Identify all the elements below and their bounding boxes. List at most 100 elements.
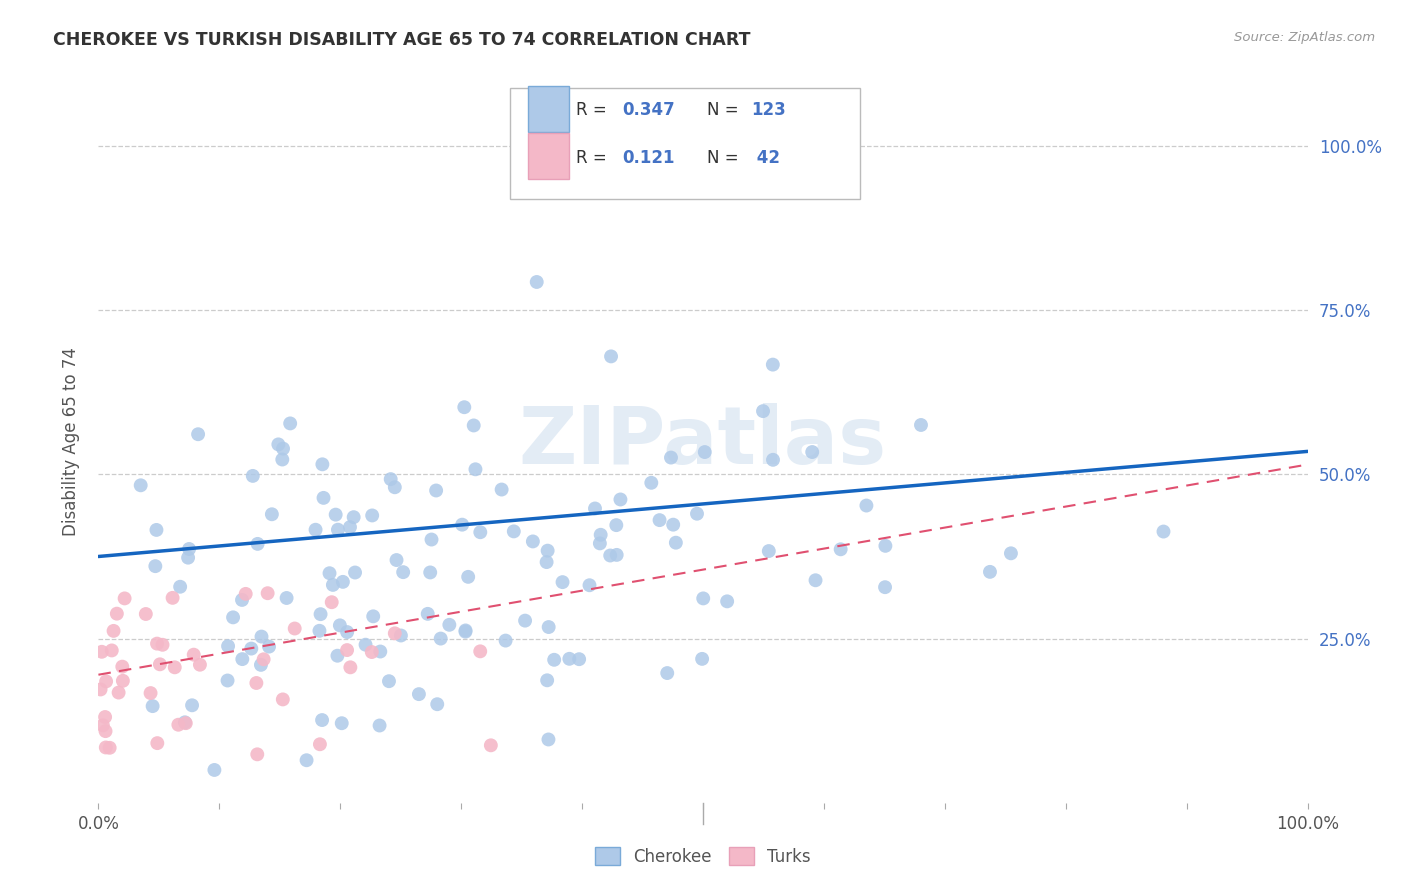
Point bbox=[231, 593, 253, 607]
Point bbox=[278, 417, 301, 431]
Point bbox=[368, 718, 391, 732]
Point bbox=[260, 508, 283, 522]
Point bbox=[354, 638, 377, 652]
Text: R =: R = bbox=[576, 149, 617, 167]
Point bbox=[378, 674, 401, 689]
Point bbox=[875, 539, 897, 553]
Point bbox=[589, 528, 612, 542]
Point bbox=[129, 478, 152, 492]
Point bbox=[242, 469, 264, 483]
Point bbox=[640, 475, 662, 490]
Point bbox=[336, 625, 359, 640]
Point bbox=[692, 591, 714, 606]
Point bbox=[392, 565, 415, 579]
Point bbox=[321, 595, 343, 609]
Point bbox=[479, 739, 502, 753]
Point bbox=[152, 638, 174, 652]
Point bbox=[103, 624, 125, 638]
Point bbox=[325, 508, 347, 522]
Text: N =: N = bbox=[707, 101, 744, 119]
Point bbox=[453, 401, 475, 415]
Point bbox=[332, 574, 354, 589]
Point bbox=[662, 517, 685, 532]
Text: 0.347: 0.347 bbox=[621, 101, 675, 119]
Point bbox=[665, 535, 688, 549]
Point bbox=[659, 450, 682, 465]
Point bbox=[439, 617, 461, 632]
Point bbox=[98, 740, 121, 755]
Point bbox=[454, 624, 477, 639]
Point bbox=[502, 524, 524, 539]
Point bbox=[135, 607, 157, 621]
Point bbox=[107, 685, 129, 699]
Point bbox=[336, 643, 359, 657]
Point bbox=[91, 718, 114, 732]
Point bbox=[855, 499, 877, 513]
Point bbox=[384, 480, 406, 494]
Point bbox=[470, 525, 492, 540]
Point bbox=[361, 508, 384, 523]
Point bbox=[177, 541, 200, 556]
Point bbox=[536, 543, 558, 558]
Point bbox=[163, 660, 186, 674]
FancyBboxPatch shape bbox=[527, 86, 569, 132]
Point bbox=[648, 513, 671, 527]
Point bbox=[162, 591, 184, 605]
Point bbox=[250, 630, 273, 644]
Point bbox=[537, 732, 560, 747]
Point bbox=[470, 644, 492, 658]
Point bbox=[322, 578, 344, 592]
Point bbox=[100, 643, 122, 657]
Point bbox=[686, 507, 709, 521]
Point bbox=[304, 523, 326, 537]
Point bbox=[217, 673, 239, 688]
Point bbox=[830, 542, 852, 557]
Point bbox=[368, 644, 391, 658]
Point bbox=[250, 657, 273, 672]
Point bbox=[380, 472, 402, 486]
Point bbox=[551, 575, 574, 590]
Point bbox=[343, 510, 366, 524]
Point bbox=[94, 674, 117, 689]
Point bbox=[169, 580, 191, 594]
Point bbox=[318, 566, 340, 581]
Point bbox=[245, 676, 267, 690]
Point bbox=[308, 624, 330, 638]
Point bbox=[979, 565, 1001, 579]
Point bbox=[762, 452, 785, 467]
Point bbox=[240, 641, 263, 656]
Text: N =: N = bbox=[707, 149, 744, 167]
FancyBboxPatch shape bbox=[509, 87, 860, 200]
Point bbox=[326, 523, 349, 537]
Point bbox=[329, 618, 352, 632]
Point bbox=[90, 645, 112, 659]
Point bbox=[752, 404, 775, 418]
Point bbox=[311, 713, 333, 727]
Point bbox=[231, 652, 253, 666]
Point bbox=[716, 594, 738, 608]
Y-axis label: Disability Age 65 to 74: Disability Age 65 to 74 bbox=[62, 347, 80, 536]
Point bbox=[1000, 546, 1022, 560]
Point bbox=[181, 698, 204, 713]
Point bbox=[600, 350, 623, 364]
Point bbox=[271, 452, 294, 467]
FancyBboxPatch shape bbox=[527, 133, 569, 179]
Point bbox=[558, 652, 581, 666]
Point bbox=[146, 736, 169, 750]
Point bbox=[416, 607, 439, 621]
Text: 123: 123 bbox=[751, 101, 786, 119]
Point bbox=[463, 418, 485, 433]
Point bbox=[339, 660, 361, 674]
Point bbox=[454, 624, 477, 638]
Point bbox=[495, 633, 517, 648]
Point bbox=[522, 534, 544, 549]
Point bbox=[142, 699, 165, 714]
Text: 0.121: 0.121 bbox=[621, 149, 675, 167]
Point bbox=[910, 417, 932, 432]
Point bbox=[457, 570, 479, 584]
Point bbox=[143, 559, 166, 574]
Point bbox=[543, 653, 565, 667]
Point bbox=[295, 753, 318, 767]
Point bbox=[145, 523, 167, 537]
Point bbox=[873, 580, 896, 594]
